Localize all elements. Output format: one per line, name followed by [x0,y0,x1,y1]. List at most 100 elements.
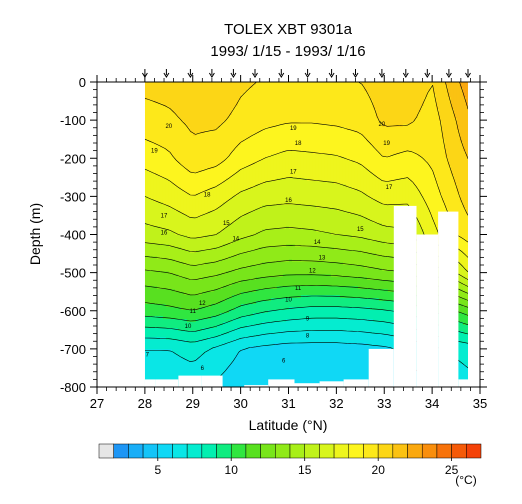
field-cell [222,175,227,179]
field-cell [384,130,389,134]
field-cell [408,160,413,164]
field-cell [255,151,260,155]
field-cell [351,118,356,122]
field-cell [153,136,158,140]
field-cell [438,103,443,107]
field-cell [396,85,401,89]
field-cell [456,160,461,164]
field-cell [351,121,356,125]
field-cell [459,142,464,146]
field-cell [246,139,251,143]
field-cell [162,169,167,173]
field-cell [315,115,320,119]
field-cell [447,115,452,119]
field-cell [348,196,353,200]
field-cell [183,127,188,131]
field-cell [198,112,203,116]
field-cell [414,175,419,179]
field-cell [387,151,392,155]
field-cell [351,109,356,113]
field-cell [384,148,389,152]
field-cell [435,205,440,209]
field-cell [315,157,320,161]
field-cell [270,160,275,164]
field-cell [303,142,308,146]
field-cell [240,94,245,98]
field-cell [462,166,467,170]
field-cell [171,112,176,116]
field-cell [213,205,218,209]
field-cell [336,187,341,191]
field-cell [171,187,176,191]
field-cell [174,112,179,116]
field-cell [288,148,293,152]
field-cell [171,208,176,212]
field-cell [279,184,284,188]
field-cell [261,100,266,104]
field-cell [447,124,452,128]
field-cell [327,103,332,107]
field-cell [312,88,317,92]
field-cell [318,142,323,146]
field-cell [297,160,302,164]
field-cell [285,163,290,167]
field-cell [411,94,416,98]
field-cell [408,100,413,104]
field-cell [237,121,242,125]
field-cell [210,127,215,131]
field-cell [249,121,254,125]
field-cell [309,187,314,191]
field-cell [453,82,458,86]
field-cell [294,100,299,104]
field-cell [429,109,434,113]
field-cell [435,106,440,110]
field-cell [393,85,398,89]
field-cell [318,184,323,188]
field-cell [267,85,272,89]
field-cell [312,166,317,170]
field-cell [210,148,215,152]
field-cell [351,208,356,212]
field-cell [453,181,458,185]
field-cell [462,142,467,146]
field-cell [429,88,434,92]
field-cell [402,103,407,107]
field-cell [366,148,371,152]
field-cell [333,145,338,149]
field-cell [219,136,224,140]
field-cell [195,208,200,212]
field-cell [411,148,416,152]
field-cell [204,181,209,185]
field-cell [231,118,236,122]
field-cell [219,151,224,155]
field-cell [216,196,221,200]
field-cell [369,163,374,167]
field-cell [204,148,209,152]
field-cell [408,184,413,188]
field-cell [396,127,401,131]
field-cell [273,187,278,191]
field-cell [342,130,347,134]
field-cell [156,106,161,110]
field-cell [231,196,236,200]
field-cell [336,82,341,86]
field-cell [300,91,305,95]
field-cell [420,118,425,122]
field-cell [213,82,218,86]
field-cell [465,148,470,152]
field-cell [147,205,152,209]
field-cell [342,190,347,194]
field-cell [174,118,179,122]
field-cell [288,175,293,179]
field-cell [330,142,335,146]
field-cell [207,184,212,188]
field-cell [441,190,446,194]
field-cell [357,127,362,131]
field-cell [222,199,227,203]
field-cell [318,202,323,206]
field-cell [219,100,224,104]
field-cell [249,82,254,86]
field-cell [393,151,398,155]
field-cell [309,136,314,140]
field-cell [240,127,245,131]
